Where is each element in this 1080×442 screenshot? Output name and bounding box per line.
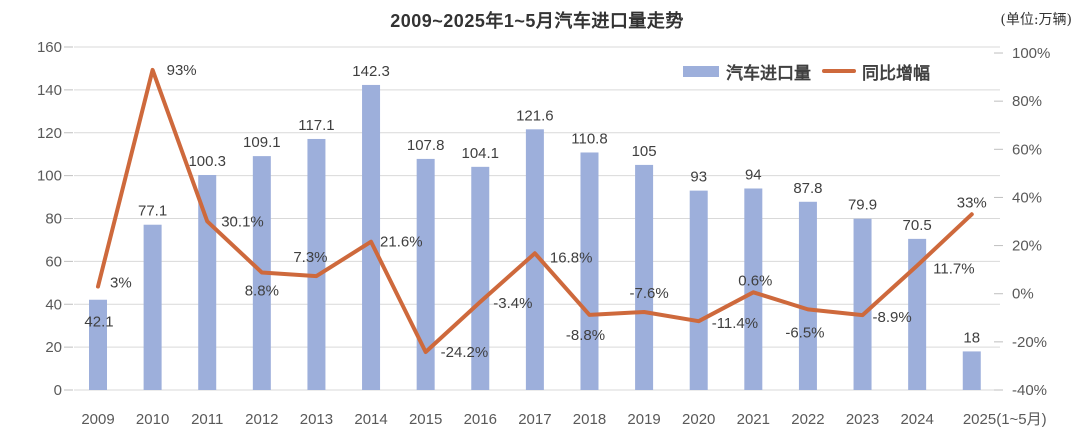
line-value-label: -6.5% xyxy=(785,324,824,341)
bar xyxy=(744,188,763,390)
bar-value-label: 42.1 xyxy=(84,314,113,331)
bar-value-label: 104.1 xyxy=(461,145,499,162)
axis-tick-marks xyxy=(64,46,1003,391)
left-axis-tick-label: 0 xyxy=(54,382,62,399)
right-axis-tick-label: 80% xyxy=(1012,93,1042,110)
x-axis-category-label: 2025(1~5月) xyxy=(963,411,1047,428)
right-axis-tick-label: 20% xyxy=(1012,238,1042,255)
x-axis-category-label: 2014 xyxy=(354,411,387,428)
bar xyxy=(635,164,654,390)
bar-series xyxy=(89,84,981,391)
line-path xyxy=(96,67,974,354)
right-axis-tick-label: -20% xyxy=(1012,334,1047,351)
x-axis-category-label: 2020 xyxy=(682,411,715,428)
x-axis-category-label: 2012 xyxy=(245,411,278,428)
x-axis-category-label: 2021 xyxy=(737,411,770,428)
right-axis-tick-label: 100% xyxy=(1012,45,1050,62)
line-series-swatch-icon xyxy=(822,69,856,73)
x-axis-category-label: 2009 xyxy=(81,411,114,428)
bar xyxy=(798,201,817,390)
axis-labels: 0 20 40 60 80 100 120 140 160 -40% -20% 0% 20% 40% 60%… xyxy=(37,39,1050,428)
bar xyxy=(416,158,435,390)
left-axis-tick-label: 80 xyxy=(45,211,62,228)
line-value-label: -7.6% xyxy=(630,285,669,302)
line-value-label: -24.2% xyxy=(441,344,489,361)
left-axis-tick-label: 160 xyxy=(37,39,62,56)
bar xyxy=(362,84,381,391)
bar-value-label: 142.3 xyxy=(352,63,390,80)
x-axis-category-label: 2024 xyxy=(900,411,933,428)
bar-value-label: 121.6 xyxy=(516,107,554,124)
x-axis-category-label: 2019 xyxy=(627,411,660,428)
line-value-label: 7.3% xyxy=(293,249,327,266)
line-value-label: 93% xyxy=(167,62,197,79)
x-axis-category-label: 2013 xyxy=(300,411,333,428)
left-axis-tick-label: 120 xyxy=(37,125,62,142)
bar xyxy=(198,174,217,390)
bar xyxy=(689,190,708,390)
chart-title: 2009~2025年1~5月汽车进口量走势 xyxy=(390,11,684,31)
x-axis-category-label: 2010 xyxy=(136,411,169,428)
bar-value-label: 109.1 xyxy=(243,134,281,151)
bar xyxy=(471,166,490,390)
left-axis-tick-label: 100 xyxy=(37,168,62,185)
x-axis-category-label: 2018 xyxy=(573,411,606,428)
left-axis-tick-label: 20 xyxy=(45,339,62,356)
line-series xyxy=(96,67,974,354)
line-value-label: -3.4% xyxy=(493,295,532,312)
bar-value-label: 79.9 xyxy=(848,197,877,214)
bar xyxy=(307,138,326,390)
right-axis-tick-label: 0% xyxy=(1012,286,1034,303)
left-axis-tick-label: 140 xyxy=(37,82,62,99)
x-axis-category-label: 2015 xyxy=(409,411,442,428)
x-axis-category-label: 2016 xyxy=(464,411,497,428)
bar-value-label: 105 xyxy=(632,143,657,160)
data-labels: 42.1 77.1 100.3 109.1 117.1 142.3 107.8 104.1 12… xyxy=(84,62,986,361)
bar-value-label: 117.1 xyxy=(298,117,334,134)
bar xyxy=(908,238,927,390)
left-axis-tick-label: 40 xyxy=(45,296,62,313)
bar xyxy=(853,218,872,390)
bar-value-label: 110.8 xyxy=(571,130,607,147)
line-value-label: 33% xyxy=(957,194,987,211)
left-axis-tick-label: 60 xyxy=(45,253,62,270)
bar xyxy=(962,351,981,390)
line-value-label: -8.9% xyxy=(873,309,912,326)
x-axis-category-label: 2022 xyxy=(791,411,824,428)
bar-value-label: 70.5 xyxy=(903,217,932,234)
line-series-legend-label: 同比增幅 xyxy=(862,63,930,83)
bar-value-label: 93 xyxy=(690,169,707,186)
line-value-label: 3% xyxy=(110,274,132,291)
unit-label: (单位:万辆) xyxy=(1000,12,1072,28)
right-axis-tick-label: 40% xyxy=(1012,189,1042,206)
bar-value-label: 87.8 xyxy=(793,180,822,197)
line-value-label: -8.8% xyxy=(566,327,605,344)
bar-value-label: 94 xyxy=(745,166,762,183)
line-value-label: 11.7% xyxy=(933,261,974,278)
bar xyxy=(580,152,599,390)
bar-series-swatch-icon xyxy=(683,65,719,77)
right-axis-tick-label: 60% xyxy=(1012,141,1042,158)
x-axis-category-label: 2023 xyxy=(846,411,879,428)
bar-value-label: 107.8 xyxy=(407,137,445,154)
bar xyxy=(89,299,107,390)
bar-value-label: 18 xyxy=(963,329,980,346)
bar-value-label: 100.3 xyxy=(188,153,226,170)
x-axis-category-label: 2011 xyxy=(191,411,223,428)
line-value-label: 0.6% xyxy=(738,272,772,289)
bar xyxy=(143,224,162,390)
bar-value-label: 77.1 xyxy=(138,203,167,220)
x-axis-category-label: 2017 xyxy=(518,411,551,428)
line-value-label: 16.8% xyxy=(550,249,593,266)
right-axis-tick-label: -40% xyxy=(1012,382,1047,399)
line-value-label: 21.6% xyxy=(380,234,423,251)
bar xyxy=(525,129,544,390)
line-value-label: -11.4% xyxy=(712,315,758,332)
line-value-label: 8.8% xyxy=(245,283,279,300)
line-value-label: 30.1% xyxy=(221,213,264,230)
legend: 汽车进口量 同比增幅 xyxy=(683,61,930,83)
bar-series-legend-label: 汽车进口量 xyxy=(726,63,811,83)
